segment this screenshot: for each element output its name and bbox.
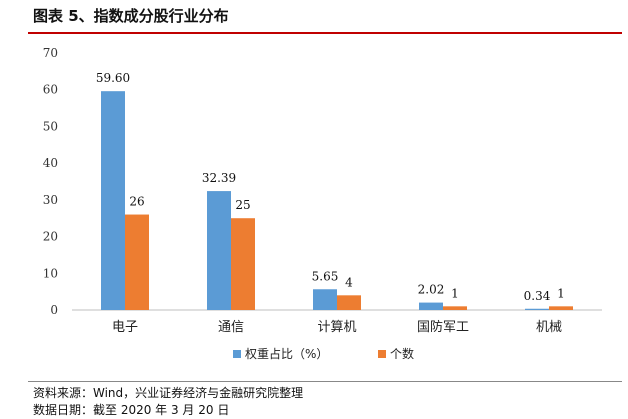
- weight-bar: [419, 302, 443, 310]
- x-axis-categories: 电子 通信 计算机 国防军工 机械: [112, 319, 562, 335]
- weight-bar: [101, 91, 125, 310]
- y-tick-label: 0: [50, 303, 58, 317]
- footer-divider: [28, 381, 622, 382]
- weight-data-label: 32.39: [202, 171, 236, 185]
- y-tick-label: 10: [43, 266, 58, 280]
- date-note: 数据日期：截至 2020 年 3 月 20 日: [33, 403, 230, 417]
- legend-label-count: 个数: [390, 346, 414, 361]
- count-bar: [549, 306, 573, 310]
- y-tick-label: 20: [43, 230, 58, 244]
- count-bar: [443, 306, 467, 310]
- x-category-label: 国防军工: [417, 319, 469, 335]
- x-category-label: 通信: [218, 320, 244, 335]
- x-category-label: 机械: [536, 320, 562, 335]
- weight-bar: [525, 308, 549, 310]
- weight-data-label: 5.65: [312, 269, 339, 283]
- count-data-label: 1: [451, 286, 459, 300]
- count-data-label: 1: [557, 286, 565, 300]
- bars-group: 59.60 26 32.39 25 5.65 4 2.02 1 0.34 1: [96, 71, 573, 310]
- legend-swatch-weight: [233, 350, 241, 358]
- title-divider: [28, 32, 622, 34]
- weight-bar: [207, 191, 231, 310]
- y-tick-label: 40: [43, 156, 58, 170]
- bar-chart: 0 10 20 30 40 50 60 70 59.60 26 32.39 25 5.65 4 2.02 1…: [43, 46, 602, 361]
- legend-swatch-count: [378, 350, 386, 358]
- count-bar: [125, 214, 149, 310]
- legend: 权重占比（%） 个数: [233, 346, 414, 361]
- source-note: 资料来源：Wind，兴业证券经济与金融研究院整理: [33, 386, 304, 400]
- weight-data-label: 59.60: [96, 71, 130, 85]
- count-data-label: 25: [235, 198, 250, 212]
- y-tick-label: 70: [43, 46, 58, 60]
- x-category-label: 电子: [112, 320, 138, 335]
- weight-data-label: 0.34: [524, 289, 551, 303]
- y-tick-label: 30: [43, 193, 58, 207]
- figure-title: 图表 5、指数成分股行业分布: [33, 7, 229, 25]
- weight-bar: [313, 289, 337, 310]
- count-bar: [231, 218, 255, 310]
- count-data-label: 4: [345, 275, 353, 289]
- y-tick-label: 50: [43, 119, 58, 133]
- count-data-label: 26: [129, 195, 144, 209]
- count-bar: [337, 295, 361, 310]
- weight-data-label: 2.02: [418, 283, 445, 297]
- legend-label-weight: 权重占比（%）: [245, 346, 328, 361]
- y-axis-ticks: 0 10 20 30 40 50 60 70: [43, 46, 58, 317]
- x-category-label: 计算机: [317, 320, 356, 335]
- y-tick-label: 60: [43, 83, 58, 97]
